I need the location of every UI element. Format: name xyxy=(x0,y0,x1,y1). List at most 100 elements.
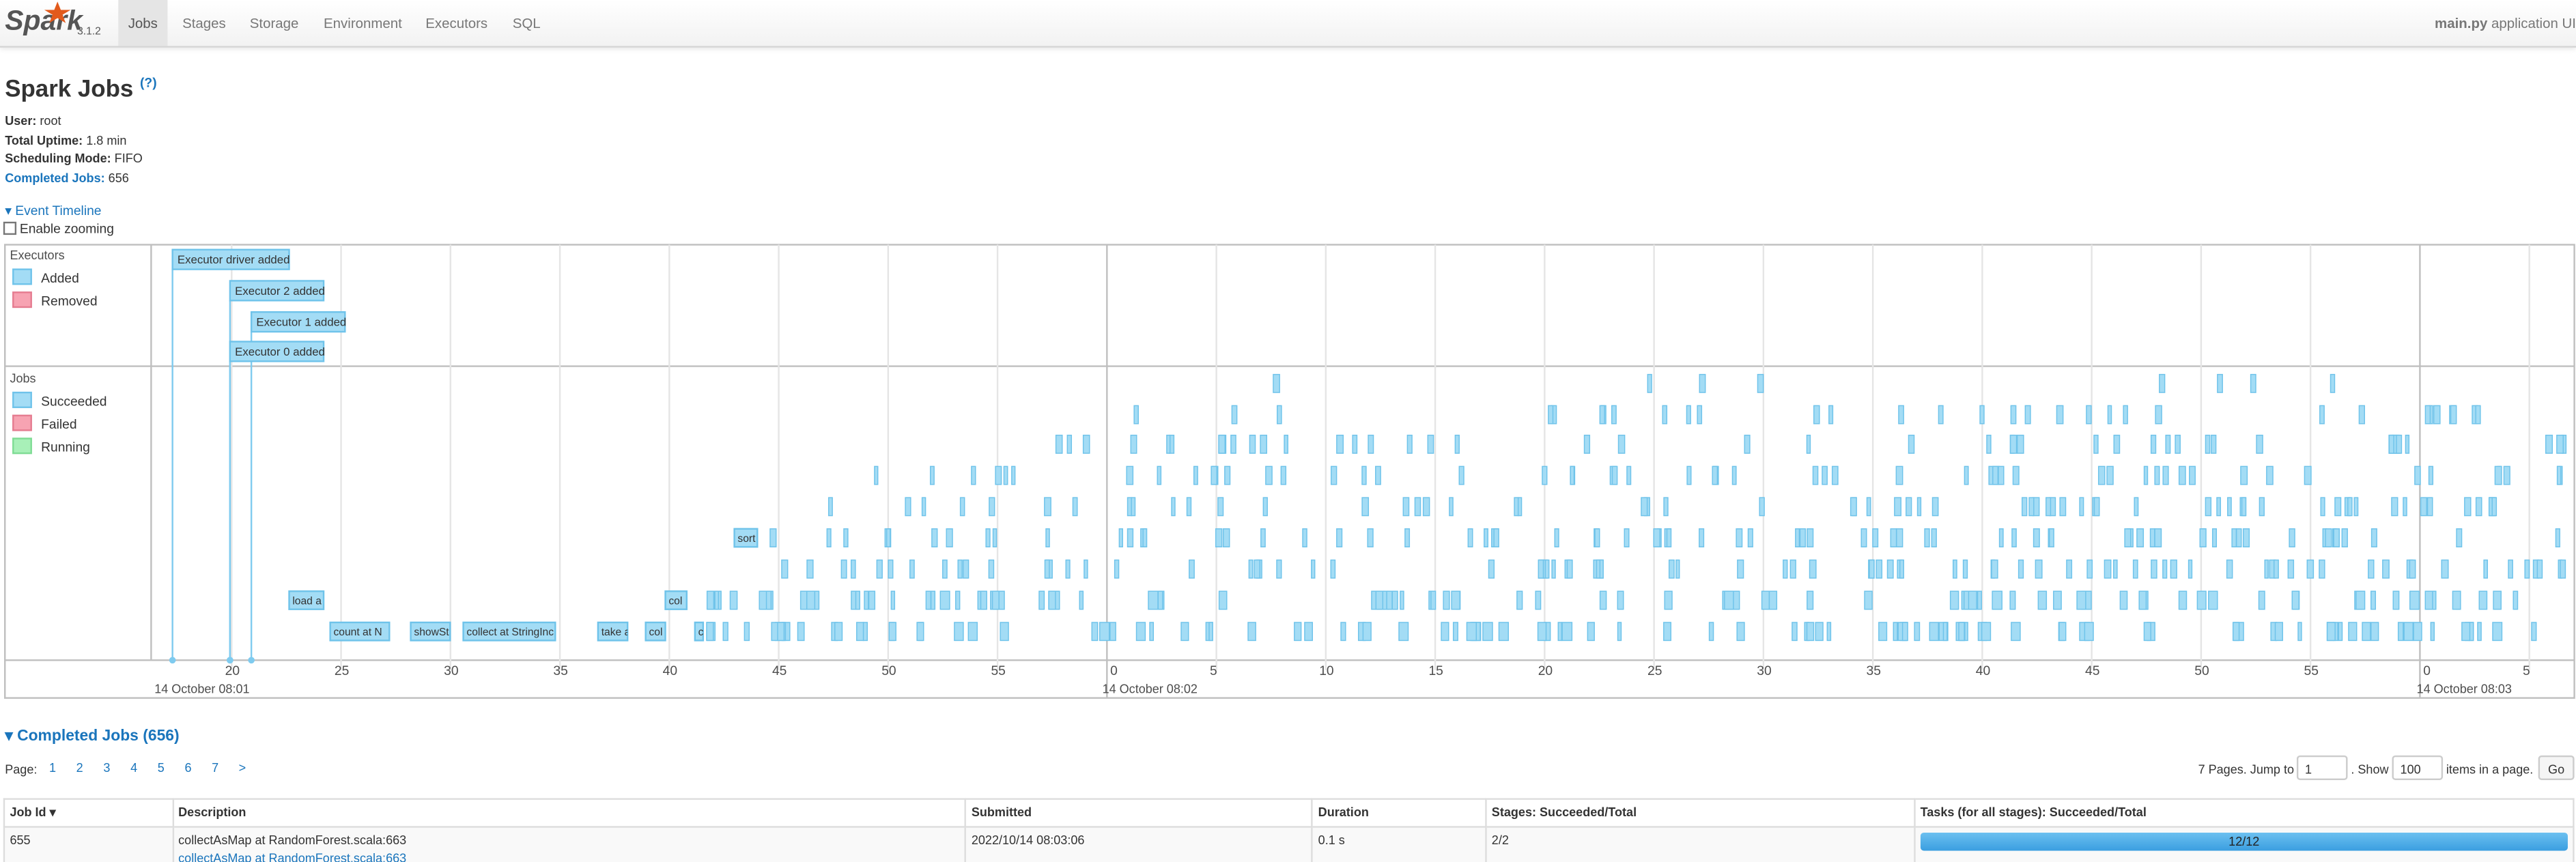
job-bar xyxy=(2536,559,2543,579)
help-link[interactable]: (?) xyxy=(140,75,157,91)
job-bar xyxy=(1517,497,1523,517)
axis-label: 20 xyxy=(225,664,240,678)
job-box xyxy=(664,590,688,610)
job-bar xyxy=(2391,497,2398,517)
event-timeline-toggle[interactable]: ▾ Event Timeline xyxy=(5,203,102,219)
job-bar xyxy=(1894,497,1902,517)
job-bar xyxy=(1886,559,1894,579)
job-bar xyxy=(1617,590,1624,610)
job-bar xyxy=(1048,590,1056,610)
job-bar xyxy=(2124,528,2132,548)
job-bar xyxy=(2413,622,2422,642)
job-bar xyxy=(2107,405,2112,425)
executor-event-label: Executor 1 added xyxy=(256,316,346,329)
job-bar xyxy=(1260,434,1268,454)
job-bar xyxy=(963,559,969,579)
checkbox[interactable] xyxy=(3,221,17,235)
job-bar xyxy=(2084,622,2094,642)
tasks: 12/12 xyxy=(1913,826,2575,862)
page-link[interactable]: 7 xyxy=(212,760,219,775)
job-bar xyxy=(1038,590,1045,610)
job-bar xyxy=(2199,528,2207,548)
job-bar xyxy=(759,590,767,610)
job-bar xyxy=(1302,528,1307,548)
nav-tab[interactable]: Environment xyxy=(324,14,402,31)
job-bar xyxy=(2478,590,2488,610)
jump-input[interactable]: 1 xyxy=(2296,755,2348,780)
job-bar xyxy=(1498,622,1510,642)
job-bar xyxy=(1979,405,1985,425)
job-bar xyxy=(1831,465,1839,485)
job-box xyxy=(645,621,666,642)
job-bar xyxy=(864,590,869,610)
job-bar xyxy=(1430,590,1436,610)
job-bar xyxy=(2405,434,2410,454)
page-link[interactable]: > xyxy=(238,760,246,775)
job-bar xyxy=(1587,622,1595,642)
zoom-option[interactable]: Enable zooming xyxy=(3,221,114,237)
page-link[interactable]: 6 xyxy=(184,760,192,775)
page-link[interactable]: 5 xyxy=(157,760,165,775)
job-bar xyxy=(1668,559,1675,579)
job-bar xyxy=(1736,528,1743,548)
nav-tab[interactable]: Stages xyxy=(182,14,226,31)
title: Spark Jobs xyxy=(5,76,134,104)
job-box xyxy=(597,621,629,642)
job-bar xyxy=(2274,622,2284,642)
job-bar xyxy=(2093,497,2100,517)
job-bar xyxy=(1149,622,1155,642)
job-bar xyxy=(2347,497,2353,517)
job-bar xyxy=(1452,622,1458,642)
job-bar xyxy=(1626,465,1632,485)
job-box xyxy=(462,621,556,642)
job-bar xyxy=(1647,373,1652,393)
axis-label: 25 xyxy=(1647,664,1662,678)
job-bar xyxy=(1548,405,1554,425)
job-bar xyxy=(1336,528,1343,548)
page-link[interactable]: 1 xyxy=(48,760,57,775)
job-bar xyxy=(1055,434,1063,454)
page-size-input[interactable]: 100 xyxy=(2392,755,2444,780)
job-bar xyxy=(1304,622,1314,642)
job-bar xyxy=(955,590,961,610)
page-link[interactable]: 2 xyxy=(76,760,83,775)
job-bar xyxy=(2143,622,2151,642)
column-title: Duration xyxy=(1318,805,1369,820)
job-bar xyxy=(1375,465,1381,485)
job-bar xyxy=(826,528,832,548)
job-box xyxy=(329,621,391,642)
page-link[interactable]: 3 xyxy=(103,760,111,775)
column-title: Description xyxy=(178,805,246,820)
job-bar xyxy=(2150,434,2157,454)
description-text: collectAsMap at RandomForest.scala:663 xyxy=(178,832,407,848)
job-bar xyxy=(1641,497,1648,517)
job-bar xyxy=(1783,559,1788,579)
job-bar xyxy=(1135,622,1146,642)
page-link[interactable]: 4 xyxy=(130,760,138,775)
column-header[interactable]: Job Id ▾ xyxy=(3,798,173,828)
job-bar xyxy=(890,590,896,610)
job-bar xyxy=(2231,528,2237,548)
job-bar xyxy=(1180,622,1189,642)
job-row: 655 collectAsMap at RandomForest.scala:66… xyxy=(3,826,2575,862)
job-bar xyxy=(1617,434,1626,454)
job-bar xyxy=(2426,497,2433,517)
description-link[interactable]: collectAsMap at RandomForest.scala:663 xyxy=(178,850,407,862)
nav-tab[interactable]: Storage xyxy=(249,14,299,31)
job-label: collect at StringInc xyxy=(466,627,554,638)
nav-tab[interactable]: Executors xyxy=(425,14,488,31)
job-bar xyxy=(1400,590,1404,610)
nav-tab[interactable]: Jobs xyxy=(118,0,168,46)
job-bar xyxy=(2256,434,2263,454)
nav-tab[interactable]: SQL xyxy=(512,14,541,31)
job-bar xyxy=(722,622,728,642)
job-bar xyxy=(2232,622,2240,642)
job-bar xyxy=(2370,590,2377,610)
go-button[interactable]: Go xyxy=(2538,755,2575,780)
job-bar xyxy=(2058,622,2067,642)
job-bar xyxy=(967,622,978,642)
job-bar xyxy=(1962,559,1968,579)
legend-swatch xyxy=(12,291,32,308)
completed-toggle[interactable]: ▾ Completed Jobs (656) xyxy=(5,727,180,746)
summary-label: Total Uptime: xyxy=(5,132,83,147)
